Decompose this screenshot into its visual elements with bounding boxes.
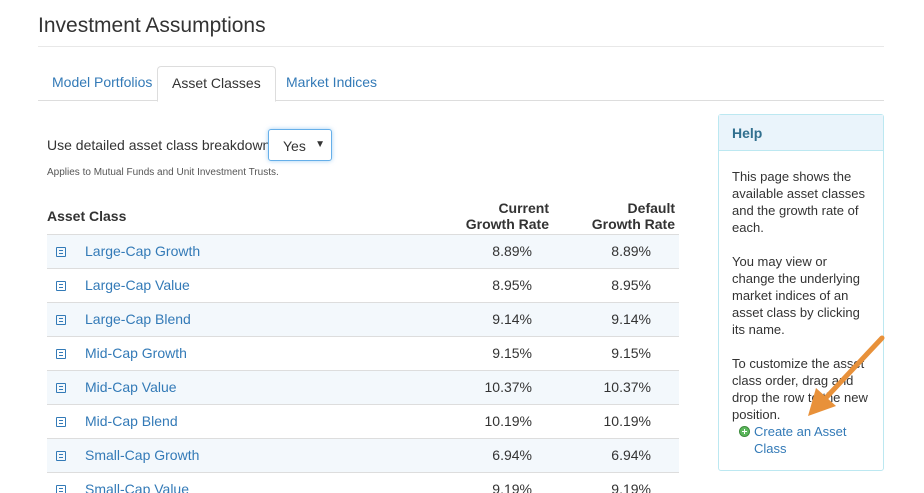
help-paragraph: This page shows the available asset clas… [732, 169, 865, 235]
table-row[interactable]: Small-Cap Growth 6.94% 6.94% [47, 438, 679, 472]
asset-class-link[interactable]: Small-Cap Growth [85, 447, 200, 463]
table-row[interactable]: Small-Cap Value 9.19% 9.19% [47, 472, 679, 493]
asset-class-link[interactable]: Large-Cap Blend [85, 311, 191, 327]
asset-class-table: Asset Class Current Growth Rate Default … [47, 199, 679, 493]
breakdown-select[interactable]: Yes ▼ [268, 129, 332, 161]
header-default-line2: Growth Rate [591, 216, 675, 232]
help-paragraph: To customize the asset class order, drag… [732, 356, 868, 422]
table-row[interactable]: Large-Cap Blend 9.14% 9.14% [47, 302, 679, 336]
header-current-growth-rate: Current Growth Rate [466, 200, 549, 232]
help-panel: Help This page shows the available asset… [718, 114, 884, 471]
tab-bar: Model Portfolios Asset Classes Market In… [38, 66, 884, 102]
current-growth-rate: 6.94% [492, 447, 532, 463]
drag-handle-icon[interactable] [56, 349, 66, 359]
current-growth-rate: 9.19% [492, 481, 532, 493]
current-growth-rate: 8.89% [492, 243, 532, 259]
asset-class-link[interactable]: Mid-Cap Growth [85, 345, 187, 361]
title-divider [38, 46, 884, 47]
drag-handle-icon[interactable] [56, 315, 66, 325]
help-body: This page shows the available asset clas… [719, 151, 883, 423]
header-default-growth-rate: Default Growth Rate [592, 200, 675, 232]
table-header: Asset Class Current Growth Rate Default … [47, 199, 679, 234]
help-heading: Help [719, 115, 883, 151]
drag-handle-icon[interactable] [56, 247, 66, 257]
default-growth-rate: 8.95% [611, 277, 651, 293]
create-asset-class-label: Create an Asset Class [754, 424, 847, 456]
create-asset-class-link[interactable]: Create an Asset Class [739, 423, 859, 457]
page-title: Investment Assumptions [38, 14, 266, 37]
tab-market-indices[interactable]: Market Indices [286, 74, 378, 90]
drag-handle-icon[interactable] [56, 417, 66, 427]
asset-class-link[interactable]: Large-Cap Value [85, 277, 190, 293]
table-row[interactable]: Mid-Cap Growth 9.15% 9.15% [47, 336, 679, 370]
default-growth-rate: 10.37% [603, 379, 651, 395]
tab-model-portfolios[interactable]: Model Portfolios [52, 74, 153, 90]
current-growth-rate: 9.14% [492, 311, 532, 327]
breakdown-label: Use detailed asset class breakdowns? [47, 137, 286, 153]
plus-circle-icon [739, 426, 750, 437]
header-default-line1: Default [627, 200, 675, 216]
default-growth-rate: 9.19% [611, 481, 651, 493]
breakdown-select-value: Yes [283, 138, 306, 154]
table-row[interactable]: Large-Cap Growth 8.89% 8.89% [47, 234, 679, 268]
help-paragraph: You may view or change the underlying ma… [732, 254, 860, 337]
table-row[interactable]: Mid-Cap Blend 10.19% 10.19% [47, 404, 679, 438]
asset-class-link[interactable]: Small-Cap Value [85, 481, 190, 493]
drag-handle-icon[interactable] [56, 451, 66, 461]
asset-class-link[interactable]: Mid-Cap Value [85, 379, 177, 395]
current-growth-rate: 9.15% [492, 345, 532, 361]
current-growth-rate: 10.19% [484, 413, 532, 429]
asset-class-link[interactable]: Large-Cap Growth [85, 243, 201, 259]
default-growth-rate: 8.89% [611, 243, 651, 259]
asset-class-link[interactable]: Mid-Cap Blend [85, 413, 178, 429]
current-growth-rate: 10.37% [484, 379, 532, 395]
tab-asset-classes[interactable]: Asset Classes [157, 66, 276, 102]
default-growth-rate: 6.94% [611, 447, 651, 463]
caret-down-icon: ▼ [315, 139, 325, 150]
header-asset-class: Asset Class [47, 208, 127, 224]
default-growth-rate: 9.15% [611, 345, 651, 361]
header-current-line1: Current [498, 200, 549, 216]
header-current-line2: Growth Rate [465, 216, 549, 232]
breakdown-note: Applies to Mutual Funds and Unit Investm… [47, 167, 279, 178]
table-row[interactable]: Large-Cap Value 8.95% 8.95% [47, 268, 679, 302]
drag-handle-icon[interactable] [56, 485, 66, 493]
table-row[interactable]: Mid-Cap Value 10.37% 10.37% [47, 370, 679, 404]
default-growth-rate: 9.14% [611, 311, 651, 327]
default-growth-rate: 10.19% [603, 413, 651, 429]
current-growth-rate: 8.95% [492, 277, 532, 293]
drag-handle-icon[interactable] [56, 281, 66, 291]
drag-handle-icon[interactable] [56, 383, 66, 393]
